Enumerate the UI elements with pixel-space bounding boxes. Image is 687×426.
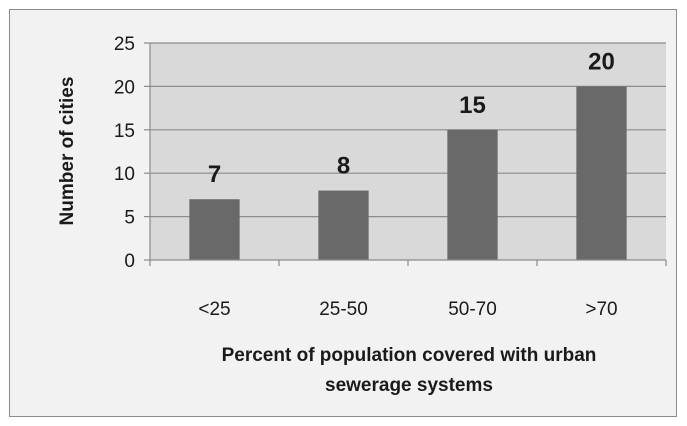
data-label: 15 bbox=[459, 92, 486, 119]
y-tick-label: 5 bbox=[124, 208, 135, 229]
y-tick-label: 15 bbox=[114, 121, 135, 142]
bar bbox=[447, 129, 498, 260]
x-tick-label: >70 bbox=[585, 299, 617, 320]
y-tick-label: 10 bbox=[114, 164, 135, 185]
x-axis-title-line-2: sewerage systems bbox=[325, 375, 493, 396]
data-label: 20 bbox=[588, 48, 615, 75]
y-tick-label: 20 bbox=[114, 77, 135, 98]
x-tick-label: 25-50 bbox=[319, 299, 368, 320]
y-tick-label: 25 bbox=[114, 34, 135, 55]
labels: 0 5 10 15 20 25 <25 7 25-50 8 50-70 15 >70 20 bbox=[114, 34, 618, 320]
x-tick-label: 50-70 bbox=[448, 299, 497, 320]
bar bbox=[576, 86, 627, 261]
bars bbox=[189, 86, 627, 261]
x-tick-label: <25 bbox=[198, 299, 230, 320]
data-label: 7 bbox=[208, 161, 221, 188]
x-axis-title-line-1: Percent of population covered with urban bbox=[222, 345, 597, 366]
y-tick-label: 0 bbox=[124, 251, 135, 272]
y-axis-title: Number of cities bbox=[57, 77, 78, 226]
data-label: 8 bbox=[337, 153, 350, 180]
bar bbox=[189, 199, 240, 260]
bar bbox=[318, 190, 369, 260]
axes bbox=[144, 42, 667, 266]
